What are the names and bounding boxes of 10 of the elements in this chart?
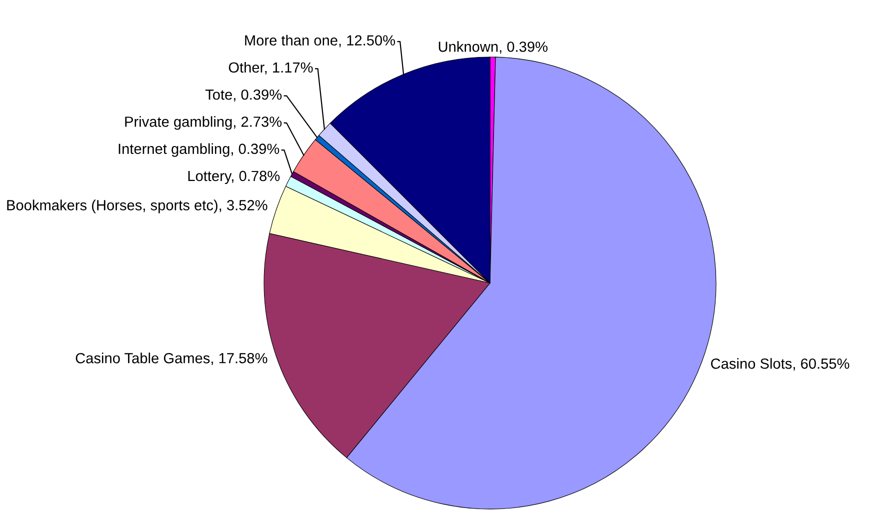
slice-label: Internet gambling, 0.39% [118, 143, 280, 157]
slice-label: More than one, 12.50% [245, 34, 396, 48]
slice-label: Private gambling, 2.73% [125, 116, 282, 130]
slice-label: Casino Slots, 60.55% [711, 358, 850, 371]
slice-label: Lottery, 0.78% [188, 170, 280, 184]
slice-label: Casino Table Games, 17.58% [76, 352, 268, 366]
slice-label: Unknown, 0.39% [438, 41, 548, 54]
slice-label: Tote, 0.39% [205, 89, 282, 102]
slice-label: Other, 1.17% [228, 62, 313, 74]
slice-label: Bookmakers (Horses, sports etc), 3.52% [7, 200, 268, 214]
